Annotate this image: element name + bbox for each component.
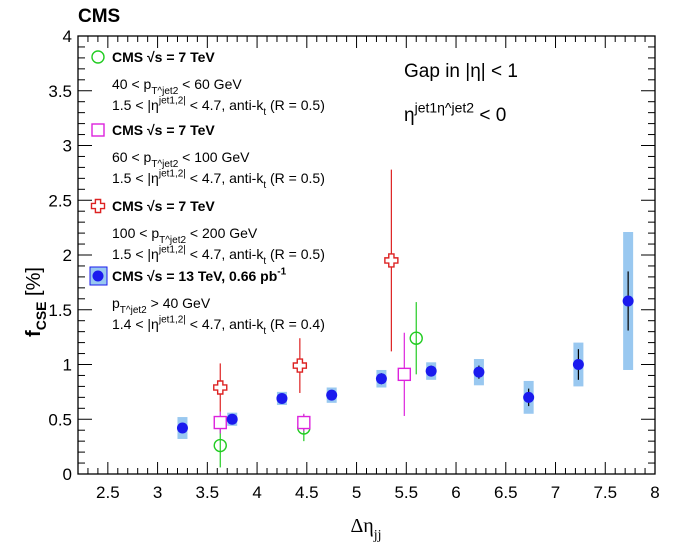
legend-line: pT^jet2​ > 40 GeV: [112, 295, 211, 316]
data-point-filled-circle: [276, 392, 288, 404]
data-point-open-cross: [213, 380, 228, 395]
data-point-filled-circle: [473, 366, 485, 378]
legend-marker: [92, 270, 104, 282]
data-point-filled-circle: [226, 413, 238, 425]
data-point-filled-circle: [425, 365, 437, 377]
x-tick-label: 5.5: [394, 483, 418, 502]
data-point-open-circle: [409, 331, 423, 345]
data-point-filled-circle: [523, 391, 535, 403]
data-point-filled-circle: [326, 389, 338, 401]
x-tick-label: 6: [451, 483, 460, 502]
data-point-open-square: [297, 415, 311, 430]
y-tick-label: 2.5: [48, 191, 72, 210]
legend-title: CMS √s = 7 TeV: [112, 49, 215, 65]
x-tick-label: 2.5: [96, 483, 120, 502]
x-tick-label: 8: [650, 483, 659, 502]
legend-title: CMS √s = 13 TeV, 0.66 pb-1​: [112, 267, 287, 284]
y-tick-label: 0: [63, 465, 72, 484]
y-tick-label: 1.5: [48, 301, 72, 320]
x-axis-label: Δηjj: [350, 515, 381, 543]
annotation-gap: Gap in |η| < 1: [404, 61, 518, 82]
legend-marker: [90, 198, 106, 214]
legend-marker: [91, 123, 105, 137]
x-tick-label: 3.5: [196, 483, 220, 502]
x-tick-label: 7: [551, 483, 560, 502]
y-tick-label: 2: [63, 246, 72, 265]
y-tick-label: 1: [63, 356, 72, 375]
y-tick-label: 4: [63, 27, 72, 46]
data-point-open-circle: [213, 438, 227, 453]
data-point-filled-circle: [572, 359, 584, 370]
legend-marker: [91, 50, 105, 64]
x-tick-label: 3: [153, 483, 162, 502]
data-point-open-square: [397, 367, 412, 382]
data-point-open-square: [213, 415, 227, 430]
legend-line: 60 < pT^jet2​ < 100 GeV: [112, 149, 250, 170]
legend-line: 1.5 < |ηjet1,2|​ < 4.7, anti-kt​ (R = 0.…: [112, 245, 325, 267]
data-point-filled-circle: [375, 373, 387, 385]
y-tick-label: 3.5: [48, 82, 72, 101]
data-point-filled-circle: [176, 422, 188, 434]
x-tick-label: 5: [352, 483, 361, 502]
chart-title: CMS: [78, 6, 120, 27]
y-axis-label: fCSE [%]: [23, 267, 49, 337]
legend-title: CMS √s = 7 TeV: [112, 198, 215, 214]
systematic-bands: [177, 232, 634, 439]
legend-title: CMS √s = 7 TeV: [112, 122, 215, 138]
legend-line: 1.4 < |ηjet1,2|​ < 4.7, anti-kt​ (R = 0.…: [112, 315, 325, 337]
legend-line: 1.5 < |ηjet1,2|​ < 4.7, anti-kt​ (R = 0.…: [112, 96, 325, 118]
y-tick-label: 0.5: [48, 410, 72, 429]
data-point-open-cross: [384, 253, 399, 268]
annotation-eta-product: ηjet1η^jet2​ < 0: [404, 99, 506, 126]
x-tick-label: 4.5: [295, 483, 319, 502]
legend-line: 100 < pT^jet2​ < 200 GeV: [112, 225, 258, 246]
data-markers: [176, 253, 634, 453]
y-tick-label: 3: [63, 137, 72, 156]
data-point-filled-circle: [622, 295, 634, 307]
x-tick-label: 6.5: [494, 483, 518, 502]
x-tick-label: 4: [252, 483, 261, 502]
x-tick-label: 7.5: [593, 483, 617, 502]
data-point-open-cross: [292, 358, 308, 373]
axis-ticks: 2.5 3 3.5 4 4.5 5 5.5 6 6.5 7 7.5 8 0 0.5 1 1.5 2 2.5 3 3.5…: [48, 27, 659, 502]
legend-line: 1.5 < |ηjet1,2|​ < 4.7, anti-kt​ (R = 0.…: [112, 169, 325, 191]
legend-line: 40 < pT^jet2​ < 60 GeV: [112, 76, 242, 97]
